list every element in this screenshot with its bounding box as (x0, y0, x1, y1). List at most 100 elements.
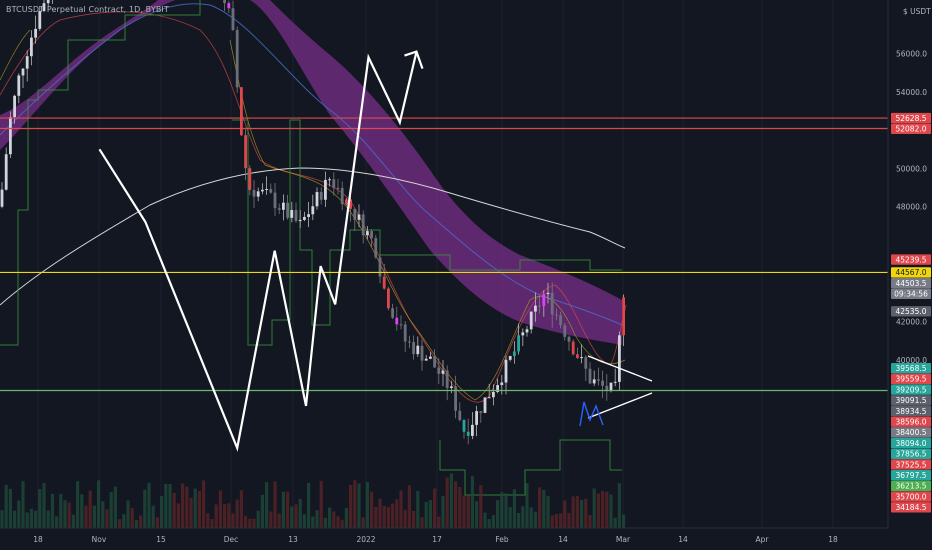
candle-body (412, 342, 415, 355)
volume-bar (181, 483, 185, 528)
volume-bar (521, 506, 525, 528)
price-ticks: 56000.0 54000.0 50000.0 48000.0 42000.0 40000… (896, 50, 927, 365)
candle-body (387, 288, 390, 309)
volume-bar (298, 498, 302, 528)
volume-bar (21, 481, 25, 528)
volume-bar (428, 500, 432, 528)
price-tag-text: 45239.5 (895, 255, 926, 264)
price-tag-text: 38400.5 (895, 428, 926, 437)
price-tag-14: 38094.0 (891, 437, 931, 449)
price-tag-text: 39559.5 (895, 375, 926, 384)
price-tick-3: 48000.0 (896, 203, 927, 212)
currency-label: $ USDT (903, 7, 931, 16)
volume-bar (46, 510, 50, 528)
candle-body (550, 292, 554, 315)
volume-bar (256, 510, 260, 528)
price-tag-0: 52628.5 (891, 112, 931, 124)
volume-bar (328, 507, 332, 528)
candle-body (294, 210, 298, 222)
candle-body (424, 358, 428, 361)
volume-bar (265, 482, 269, 528)
candle-body (328, 179, 331, 181)
volume-bar (210, 519, 214, 528)
candle-body (261, 189, 264, 192)
candle-body (0, 189, 4, 207)
price-tag-text: 52628.5 (895, 114, 926, 123)
candle-body (500, 382, 504, 386)
volume-bar (466, 495, 470, 528)
volume-bar (374, 506, 378, 528)
price-tag-text: 52082.0 (895, 125, 926, 134)
volume-bar (122, 514, 126, 528)
volume-bar (370, 491, 374, 528)
candle-body (609, 382, 613, 392)
candle-body (46, 0, 50, 4)
volume-bar (365, 482, 369, 528)
candle-body (571, 341, 575, 355)
volume-bar (105, 509, 109, 528)
volume-bar (168, 484, 172, 528)
horizontal-levels (0, 117, 888, 392)
volume-bar (462, 495, 466, 528)
volume-bar (118, 519, 122, 528)
volume-bar (34, 510, 38, 528)
volume-bar (433, 488, 437, 528)
price-tag-12: 38596.0 (891, 416, 931, 427)
volume-bar (542, 489, 546, 528)
price-tag-9: 39209.5 (891, 384, 931, 395)
volume-bar (269, 511, 273, 528)
price-tick-0: 56000.0 (896, 50, 927, 59)
volume-bar (512, 489, 516, 528)
volume-bar (449, 473, 453, 528)
volume-bar (424, 501, 428, 528)
candle-body (529, 311, 533, 330)
candle-body (286, 202, 289, 218)
candle-body (374, 238, 378, 258)
price-tag-8: 39559.5 (891, 373, 931, 385)
volume-bar (13, 510, 17, 528)
candle-body (42, 3, 46, 12)
volume-bar (571, 496, 575, 528)
candle-body (437, 367, 441, 374)
volume-bar (546, 496, 550, 528)
candle-body (345, 199, 348, 205)
candle-body (349, 199, 352, 209)
candle-body (34, 28, 37, 38)
volume-bar (584, 498, 588, 528)
volume-bars (0, 473, 626, 528)
candle-body (17, 75, 21, 96)
candle-body (315, 192, 319, 207)
candle-body (517, 335, 520, 352)
volume-bar (550, 515, 554, 528)
candle-body (399, 324, 403, 326)
candle-body (324, 179, 327, 200)
volume-bar (454, 481, 458, 528)
volume-bar (84, 505, 88, 528)
candle-body (30, 37, 33, 57)
projection-path[interactable] (98, 51, 418, 452)
volume-bar (441, 495, 445, 528)
volume-bar (71, 514, 75, 528)
candle-body (588, 368, 592, 384)
price-tag-text: 36213.5 (895, 482, 926, 491)
candle-body (357, 214, 361, 220)
candle-body (441, 370, 445, 374)
volume-bar (38, 489, 42, 528)
candle-body (534, 305, 537, 312)
volume-bar (76, 481, 80, 528)
price-tick-2: 50000.0 (896, 164, 927, 173)
volume-bar (134, 519, 138, 528)
volume-bar (172, 492, 176, 528)
volume-bar (8, 488, 12, 528)
volume-bar (575, 495, 579, 528)
volume-bar (189, 497, 193, 528)
candlesticks (0, 0, 625, 445)
price-tick-4: 42000.0 (896, 318, 927, 327)
candle-body (227, 3, 231, 9)
candle-body (538, 305, 541, 307)
time-axis[interactable] (0, 528, 932, 550)
volume-bar (0, 510, 4, 528)
price-tag-text: 34184.5 (895, 503, 926, 512)
volume-bar (349, 485, 353, 528)
